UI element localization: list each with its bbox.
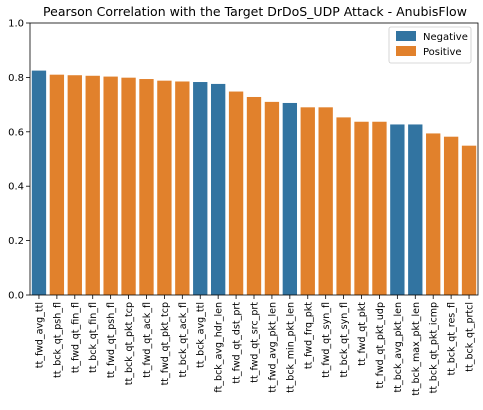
x-tick-label: tt_fwd_qt_pkt_udp: [375, 302, 386, 389]
x-tick-label: tt_fwd_qt_src_prt: [250, 302, 261, 383]
x-tick-label: ft_bck_avg_hdr_len: [214, 302, 225, 393]
bar-tt-fwd-avg-pkt-len: [264, 101, 280, 295]
bar-tt-fwd-qt-ack-fl: [139, 79, 154, 295]
bar-tt-bck-qt-pkt-icmp: [426, 133, 441, 295]
y-tick-label: 0.8: [8, 73, 24, 84]
bar-tt-bck-qt-psh-fl: [49, 74, 65, 296]
legend-label-negative: Negative: [423, 32, 468, 43]
bar-tt-bck-qt-fin-fl: [85, 75, 100, 295]
x-tick-label: tt_bck_qt_prtcl: [465, 302, 476, 372]
chart-title: Pearson Correlation with the Target DrDo…: [43, 4, 467, 19]
bars-layer: [31, 70, 477, 296]
bar-tt-bck-qt-prtcl: [461, 145, 477, 295]
legend-swatch-negative: [396, 31, 416, 41]
bar-ft-bck-avg-hdr-len: [210, 83, 226, 295]
x-tick-label: tt_fwd_avg_ttl: [34, 302, 45, 368]
x-tick-label: tt_bck_avg_ttl: [196, 302, 207, 368]
y-tick-label: 0.2: [8, 236, 24, 247]
x-tick-label: tt_bck_qt_syn_fl: [339, 302, 350, 378]
bar-tt-fwd-qt-pkt-udp: [372, 121, 387, 296]
x-tick-label: tt_fwd_frq_pkt: [303, 302, 314, 369]
x-tick-label: tt_fwd_qt_pkt_tcp: [160, 302, 171, 385]
x-tick-label: tt_bck_max_pkt_len: [411, 302, 422, 396]
x-tick-label: tt_fwd_qt_psh_fl: [106, 302, 117, 378]
legend: Negative Positive: [388, 26, 472, 64]
x-tick-label: tt_fwd_qt_pkt: [357, 302, 368, 366]
bar-tt-fwd-qt-pkt: [354, 121, 369, 296]
y-tick-label: 0.6: [8, 127, 24, 138]
y-axis: 0.0 0.2 0.4 0.6 0.8 1.0: [8, 19, 30, 302]
x-tick-label: tt_fwd_qt_ack_fl: [142, 302, 153, 378]
bar-tt-bck-qt-res-fl: [443, 136, 459, 295]
bar-tt-fwd-qt-src-prt: [246, 96, 262, 295]
x-tick-label: tt_bck_qt_psh_fl: [52, 302, 63, 378]
bar-tt-bck-avg-pkt-len: [390, 124, 405, 296]
legend-label-positive: Positive: [423, 47, 462, 58]
plot-frame: [29, 22, 479, 296]
x-tick-label: tt_bck_qt_res_fl: [447, 302, 458, 375]
x-tick-label: tt_fwd_avg_pkt_len: [267, 302, 278, 393]
y-tick-label: 0.4: [8, 182, 24, 193]
bar-tt-bck-qt-syn-fl: [336, 117, 351, 295]
x-tick-label: tt_bck_min_pkt_len: [285, 302, 296, 393]
bar-tt-bck-avg-ttl: [193, 82, 208, 295]
legend-swatch-positive: [396, 46, 416, 56]
bar-tt-fwd-frq-pkt: [300, 107, 315, 295]
x-tick-label: tt_bck_avg_pkt_len: [393, 302, 404, 392]
x-tick-label: tt_bck_qt_fin_fl: [88, 302, 99, 373]
x-tick-label: tt_bck_qt_ack_fl: [178, 302, 189, 378]
bar-tt-fwd-qt-psh-fl: [103, 76, 118, 295]
bar-tt-bck-max-pkt-len: [408, 124, 423, 296]
y-tick-label: 0.0: [8, 291, 24, 302]
bar-tt-fwd-avg-ttl: [31, 70, 47, 295]
x-axis: tt_fwd_avg_ttl tt_bck_qt_psh_fl tt_fwd_qt_…: [34, 295, 476, 396]
bar-tt-fwd-qt-syn-fl: [318, 107, 333, 295]
x-tick-label: tt_bck_qt_pkt_tcp: [124, 302, 135, 385]
bar-tt-fwd-qt-fin-fl: [67, 75, 82, 295]
y-tick-label: 1.0: [8, 19, 24, 30]
bar-tt-bck-qt-pkt-tcp: [121, 77, 136, 295]
x-tick-label: tt_fwd_qt_dst_prt: [232, 302, 243, 384]
bar-tt-bck-qt-ack-fl: [175, 81, 190, 295]
bar-tt-fwd-qt-dst-prt: [228, 91, 244, 295]
bar-tt-bck-min-pkt-len: [282, 102, 298, 295]
x-tick-label: tt_fwd_qt_syn_fl: [321, 302, 332, 378]
x-tick-label: tt_fwd_qt_fin_fl: [70, 302, 81, 373]
bar-tt-fwd-qt-pkt-tcp: [157, 80, 172, 295]
x-tick-label: tt_bck_qt_pkt_icmp: [429, 302, 440, 393]
